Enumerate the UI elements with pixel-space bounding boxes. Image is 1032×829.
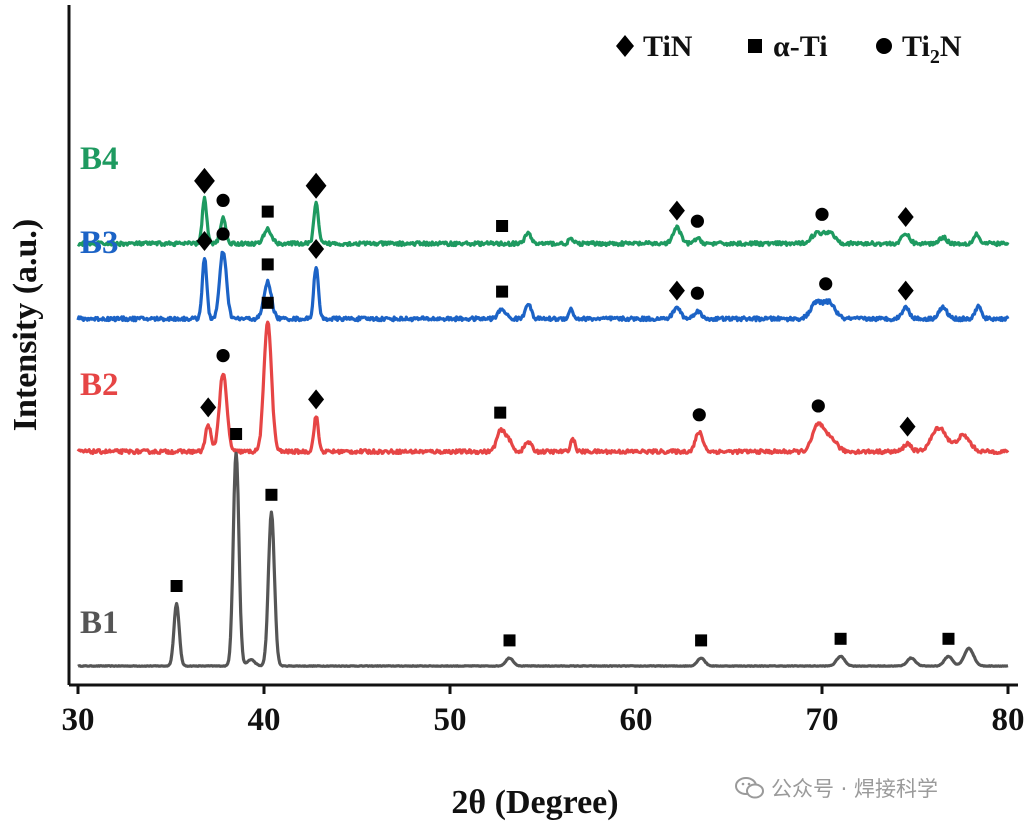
legend-circle-icon [876,38,892,54]
alpha-ti-square-marker [261,296,274,309]
legend-label-suffix: N [940,30,962,63]
alpha-ti-square-marker [695,634,708,647]
tin-diamond-marker [897,280,914,301]
ti2n-circle-marker [811,399,825,413]
alpha-ti-square-marker [834,632,847,645]
ti2n-circle-marker [690,214,704,228]
plot-frame [67,5,1018,687]
tin-diamond-marker [305,172,327,199]
tin-diamond-marker [200,397,217,418]
ti2n-circle-marker [216,227,230,241]
x-tick-label: 40 [248,702,281,738]
legend-label-text: α-Ti [773,30,828,63]
alpha-ti-square-marker [503,634,516,647]
x-tick-label: 50 [434,702,467,738]
tin-diamond-marker [308,239,325,259]
legend-label: Ti2N [902,30,962,68]
alpha-ti-square-marker [496,285,509,298]
tin-diamond-marker [194,167,215,194]
ti2n-circle-marker [216,349,230,363]
x-axis-title: 2θ (Degree) [451,784,618,821]
tin-diamond-marker [668,280,685,301]
peak-markers [170,167,955,647]
tin-diamond-marker [897,207,914,227]
alpha-ti-square-marker [261,258,274,271]
sample-label-b3: B3 [80,225,119,261]
ti2n-circle-marker [815,207,829,221]
alpha-ti-square-marker [170,580,183,592]
sample-label-b2: B2 [80,367,119,403]
alpha-ti-square-marker [496,220,509,232]
alpha-ti-square-marker [942,632,955,645]
legend-label-text: TiN [643,30,693,63]
x-ticks: 30 40 50 60 70 80 [62,685,1025,738]
legend-label-text: Ti [902,30,930,63]
series-b2-line [76,320,1010,456]
sample-label-b4: B4 [80,141,119,177]
x-tick-label: 60 [620,702,653,738]
tin-diamond-marker [308,389,325,410]
tin-diamond-marker [668,200,685,221]
alpha-ti-square-marker [230,427,243,440]
sample-label-b1: B1 [80,605,119,641]
x-tick-label: 80 [992,702,1025,738]
legend-diamond-icon [616,35,634,57]
sample-labels: B1 B2 B3 B4 [80,141,119,641]
alpha-ti-square-marker [494,406,507,419]
wechat-icon [735,777,764,799]
series-b3-line [76,250,1010,323]
x-tick-label: 70 [806,702,839,738]
tin-diamond-marker [899,416,916,437]
legend-square-icon [748,39,762,53]
legend-label: α-Ti [773,30,828,63]
y-axis-title: Intensity (a.u.) [7,219,44,432]
alpha-ti-square-marker [265,488,278,501]
watermark: 公众号 · 焊接科学 [735,773,938,803]
tin-diamond-marker [196,230,213,251]
ti2n-circle-marker [216,193,230,207]
legend-label: TiN [643,30,693,63]
series-group [76,195,1010,668]
watermark-text: 公众号 · 焊接科学 [771,777,939,801]
legend-label-subscript: 2 [930,46,940,68]
series-b4-line [76,195,1010,248]
ti2n-circle-marker [819,277,833,291]
x-tick-label: 30 [62,702,95,738]
legend: TiN α-Ti Ti2N [616,30,962,68]
ti2n-circle-marker [692,408,706,422]
alpha-ti-square-marker [261,205,274,218]
ti2n-circle-marker [690,286,704,300]
series-b1-line [77,450,1009,668]
